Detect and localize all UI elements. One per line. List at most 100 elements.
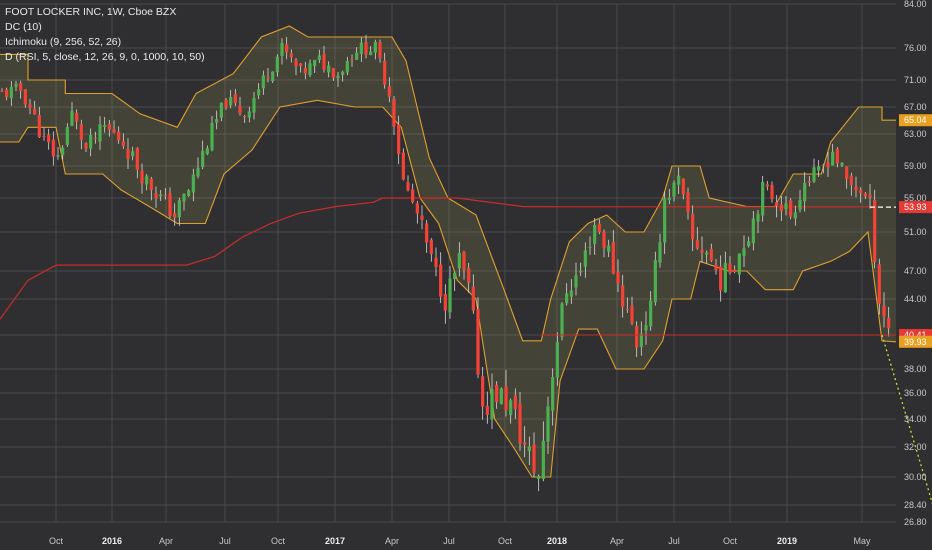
candle-body-169 [789,200,793,217]
candle-body-66 [308,63,312,76]
candle-body-13 [61,147,65,156]
y-tick-label-2: 71.00 [904,75,927,85]
x-tick-label-11: Jul [668,536,680,546]
y-tick-label-11: 38.00 [904,364,927,374]
indicator-lines [0,25,897,478]
candle-body-20 [93,137,97,139]
candle-body-157 [733,269,737,273]
divergence-indicator-label[interactable]: D (RSI, 5, close, 12, 26, 9, 0, 1000, 10… [5,51,205,63]
candle-body-121 [565,293,569,304]
candle-body-27 [126,148,130,159]
candle-body-21 [98,124,102,142]
x-tick-label-14: May [853,536,871,546]
candle-body-101 [471,286,475,311]
y-tick-label-3: 67.00 [904,102,927,112]
candle-body-75 [350,59,354,61]
candle-body-77 [359,42,363,55]
candle-body-163 [761,182,765,216]
candle-body-10 [47,134,51,143]
candle-body-97 [453,272,457,280]
candle-body-61 [285,44,289,53]
candle-body-48 [224,99,228,108]
candle-body-172 [803,182,807,202]
candle-body-49 [229,96,233,106]
y-tick-label-9: 44.00 [904,294,927,304]
candle-body-93 [434,257,438,267]
lower-channel-line [0,99,897,478]
y-tick-label-1: 76.00 [904,43,927,53]
price-axis[interactable]: 84.00 76.00 71.00 67.00 63.00 59.00 55.00 51.00… [899,0,932,527]
candle-body-178 [831,151,835,166]
candle-body-17 [79,124,83,140]
y-tick-label-13: 34.00 [904,414,927,424]
candle-body-18 [84,143,88,149]
time-axis[interactable]: Oct 2016 Apr Jul Oct 2017 Apr Jul Oct 2018 Apr Jul O… [49,536,871,546]
ichimoku-baseline [0,197,878,320]
candle-body-91 [425,223,429,243]
candle-body-58 [271,71,275,82]
candle-body-182 [849,175,853,185]
candle-body-126 [588,246,592,248]
candle-body-33 [154,193,158,199]
candle-body-131 [611,242,615,274]
candle-body-170 [793,212,797,219]
dc-indicator-label[interactable]: DC (10) [5,21,42,33]
candle-body-129 [602,231,606,249]
candle-body-28 [131,151,135,157]
candle-body-83 [387,86,391,97]
candle-body-154 [719,266,723,291]
candle-body-186 [868,194,872,198]
candlestick-series [0,34,891,492]
candle-body-99 [462,251,466,270]
candle-body-34 [159,194,163,197]
y-tick-label-4: 63.00 [904,129,927,139]
symbol-title[interactable]: FOOT LOCKER INC, 1W, Cboe BZX [5,6,177,18]
candle-body-187 [873,199,877,262]
candle-body-176 [821,164,825,166]
candle-body-130 [607,245,611,252]
candle-body-173 [807,181,811,183]
candle-body-64 [299,63,303,66]
ichimoku-indicator-label[interactable]: Ichimoku (9, 256, 52, 26) [5,36,122,48]
candle-body-53 [247,111,251,118]
candle-body-133 [621,285,625,308]
candle-body-138 [644,325,648,331]
candle-body-188 [877,264,881,304]
candle-body-177 [826,162,830,167]
candle-body-146 [681,178,685,195]
candle-body-158 [737,253,741,275]
candle-body-106 [495,384,499,403]
candle-body-51 [238,105,242,114]
candle-body-190 [887,317,891,329]
price-badge-0: 65.04 [899,114,932,127]
x-tick-label-10: Apr [610,536,624,546]
x-tick-label-5: 2017 [325,536,345,546]
candle-body-135 [630,305,634,324]
candle-body-95 [443,294,447,311]
candle-body-116 [541,440,545,479]
candle-body-144 [672,182,676,197]
candle-body-86 [401,152,405,180]
y-tick-label-16: 28.40 [904,500,927,510]
candle-body-164 [765,184,769,187]
candle-body-85 [397,124,401,155]
price-badge-bg-0 [899,114,932,127]
candle-body-141 [658,242,662,263]
candle-body-152 [709,248,713,261]
candle-body-54 [252,97,256,113]
candle-body-19 [89,134,93,149]
candle-body-84 [392,98,396,127]
upper-channel-line [0,25,896,342]
candle-body-89 [415,203,419,214]
candle-body-39 [182,194,186,202]
candle-body-59 [275,56,279,73]
candle-body-109 [509,400,513,416]
candle-body-40 [187,190,191,196]
x-tick-label-9: 2018 [547,536,567,546]
candle-body-4 [19,83,23,92]
candle-body-142 [663,198,667,243]
candle-body-0 [0,91,4,93]
candle-body-71 [331,68,335,78]
candle-body-24 [112,129,116,133]
